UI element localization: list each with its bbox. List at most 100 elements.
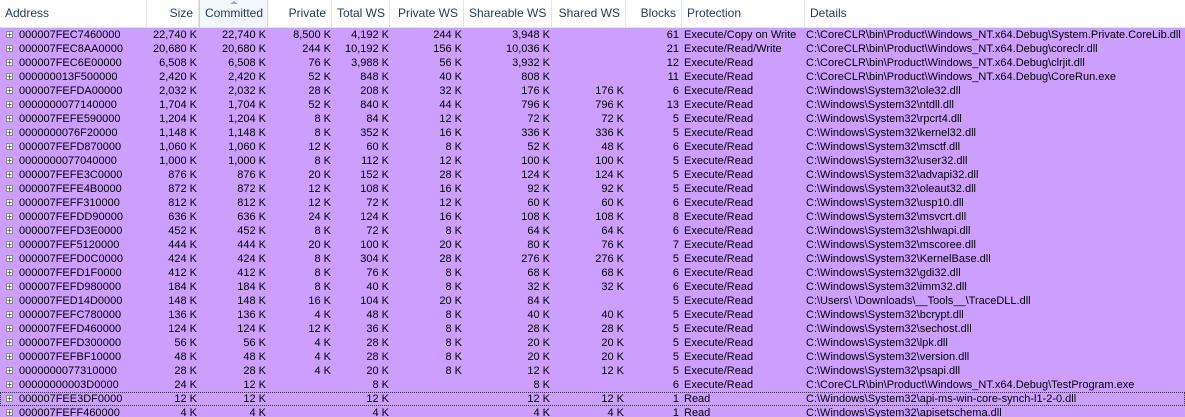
table-row[interactable]: +000007FEFE4B0000 872 K 872 K 12 K 108 K 16 K… [0, 182, 1185, 196]
cell-address: 000007FEFD870000 [19, 141, 122, 153]
expand-row-icon[interactable]: + [6, 184, 13, 193]
cell-private: 8 K [314, 281, 331, 293]
column-header-committed[interactable]: Committed [199, 0, 268, 27]
table-row[interactable]: +000007FEC8AA0000 20,680 K 20,680 K 244 K 10… [0, 42, 1185, 56]
cell-size: 24 K [174, 379, 197, 391]
expand-row-icon[interactable]: + [6, 114, 13, 123]
table-row[interactable]: +000007FEE3DF0000 12 K 12 K 12 K 12 K 12 K 1 Re… [0, 392, 1185, 406]
cell-address: 000007FEFE4B0000 [19, 183, 122, 195]
table-row[interactable]: +000007FEFD980000 184 K 184 K 8 K 40 K 8 K 32 … [0, 280, 1185, 294]
cell-private: 20 K [308, 169, 331, 181]
table-row[interactable]: +000007FEFDD90000 636 K 636 K 24 K 124 K 16 K… [0, 210, 1185, 224]
cell-shareable-ws: 32 K [527, 281, 550, 293]
table-row[interactable]: +000007FEC7460000 22,740 K 22,740 K 8,500 K… [0, 28, 1185, 42]
cell-shared-ws: 60 K [601, 197, 624, 209]
expand-row-icon[interactable]: + [6, 156, 13, 165]
column-header-total-ws[interactable]: Total WS [332, 0, 390, 27]
cell-address: 00000000003D0000 [19, 379, 119, 391]
column-header-private-ws[interactable]: Private WS [390, 0, 464, 27]
table-row[interactable]: +0000000077040000 1,000 K 1,000 K 8 K 112 K 1… [0, 154, 1185, 168]
cell-protection: Execute/Read [684, 127, 754, 139]
expand-row-icon[interactable]: + [6, 408, 13, 417]
table-row[interactable]: +000007FEFE3C0000 876 K 876 K 20 K 152 K 28 K… [0, 168, 1185, 182]
cell-address: 000007FEFD460000 [19, 323, 122, 335]
expand-row-icon[interactable]: + [6, 86, 13, 95]
table-row[interactable]: +000007FEF5120000 444 K 444 K 20 K 100 K 20 K… [0, 238, 1185, 252]
expand-row-icon[interactable]: + [6, 198, 13, 207]
expand-row-icon[interactable]: + [6, 58, 13, 67]
cell-blocks: 5 [672, 309, 679, 321]
cell-private-ws [390, 392, 462, 406]
expand-row-icon[interactable]: + [6, 226, 13, 235]
cell-committed: 1,148 K [228, 127, 266, 139]
table-row[interactable]: +0000000077310000 28 K 28 K 4 K 20 K 8 K 12 K 1… [0, 364, 1185, 378]
cell-shareable-ws: 92 K [527, 183, 550, 195]
expand-row-icon[interactable]: + [6, 296, 13, 305]
table-row[interactable]: +000007FEFD1F0000 412 K 412 K 8 K 76 K 8 K 68 … [0, 266, 1185, 280]
cell-blocks: 5 [672, 155, 679, 167]
column-header-shareable-ws[interactable]: Shareable WS [464, 0, 552, 27]
expand-row-icon[interactable]: + [6, 142, 13, 151]
table-row[interactable]: +000007FEFD870000 1,060 K 1,060 K 12 K 60 K 8… [0, 140, 1185, 154]
column-header-private[interactable]: Private [268, 0, 332, 27]
expand-row-icon[interactable]: + [6, 212, 13, 221]
table-row[interactable]: +000000013F500000 2,420 K 2,420 K 52 K 848 K… [0, 70, 1185, 84]
expand-row-icon[interactable]: + [6, 128, 13, 137]
cell-private: 4 K [314, 351, 331, 363]
expand-row-icon[interactable]: + [6, 44, 13, 53]
expand-row-icon[interactable]: + [6, 282, 13, 291]
table-row[interactable]: +000007FEFDA00000 2,032 K 2,032 K 28 K 208 K… [0, 84, 1185, 98]
cell-shared-ws: 108 K [595, 211, 624, 223]
column-header-size[interactable]: Size [147, 0, 199, 27]
cell-shareable-ws: 64 K [527, 225, 550, 237]
expand-row-icon[interactable]: + [6, 324, 13, 333]
expand-row-icon[interactable]: + [6, 394, 13, 403]
expand-row-icon[interactable]: + [6, 100, 13, 109]
column-header-blocks[interactable]: Blocks [626, 0, 682, 27]
table-row[interactable]: +000007FEFF460000 4 K 4 K 4 K 4 K 4 K 1 Read C:\… [0, 406, 1185, 417]
expand-row-icon[interactable]: + [6, 310, 13, 319]
column-header-address[interactable]: Address [0, 0, 147, 27]
table-row[interactable]: +000007FEFD460000 124 K 124 K 12 K 36 K 8 K 28… [0, 322, 1185, 336]
table-row[interactable]: +000007FED14D0000 148 K 148 K 16 K 104 K 20 K… [0, 294, 1185, 308]
expand-row-icon[interactable]: + [6, 366, 13, 375]
table-row[interactable]: +00000000003D0000 24 K 12 K 8 K 8 K 6 Execute/… [0, 378, 1185, 392]
table-row[interactable]: +000007FEFD3E0000 452 K 452 K 8 K 72 K 8 K 64 … [0, 224, 1185, 238]
expand-row-icon[interactable]: + [6, 254, 13, 263]
cell-blocks: 5 [672, 365, 679, 377]
table-row[interactable]: +000007FEFF310000 812 K 812 K 12 K 72 K 12 K 6… [0, 196, 1185, 210]
cell-total-ws: 3,988 K [351, 57, 389, 69]
cell-address: 000007FEFC780000 [19, 309, 122, 321]
cell-details: C:\Windows\System32\ntdll.dll [806, 99, 954, 111]
table-row[interactable]: +000007FEFD0C0000 424 K 424 K 8 K 304 K 28 K 2… [0, 252, 1185, 266]
cell-blocks: 1 [672, 393, 679, 405]
table-row[interactable]: +000007FEFD300000 56 K 56 K 4 K 28 K 8 K 20 K 2… [0, 336, 1185, 350]
expand-row-icon[interactable]: + [6, 170, 13, 179]
cell-details: C:\Windows\System32\sechost.dll [806, 323, 972, 335]
cell-size: 2,032 K [159, 85, 197, 97]
expand-row-icon[interactable]: + [6, 380, 13, 389]
expand-row-icon[interactable]: + [6, 30, 13, 39]
expand-row-icon[interactable]: + [6, 338, 13, 347]
table-row[interactable]: +000007FEFE590000 1,204 K 1,204 K 8 K 84 K 12… [0, 112, 1185, 126]
cell-blocks: 6 [672, 281, 679, 293]
column-header-shared-ws[interactable]: Shared WS [552, 0, 626, 27]
cell-total-ws: 48 K [366, 309, 389, 321]
expand-row-icon[interactable]: + [6, 240, 13, 249]
expand-row-icon[interactable]: + [6, 268, 13, 277]
table-row[interactable]: +000007FEFC780000 136 K 136 K 4 K 48 K 8 K 40 … [0, 308, 1185, 322]
cell-shared-ws: 32 K [601, 281, 624, 293]
cell-private-ws: 8 K [445, 309, 462, 321]
column-header-details[interactable]: Details [810, 6, 847, 20]
table-row[interactable]: +000007FEC6E00000 6,508 K 6,508 K 76 K 3,988… [0, 56, 1185, 70]
expand-row-icon[interactable]: + [6, 72, 13, 81]
cell-total-ws: 304 K [360, 253, 389, 265]
table-row[interactable]: +000007FEFBF10000 48 K 48 K 4 K 28 K 8 K 20 K 2… [0, 350, 1185, 364]
cell-size: 22,740 K [152, 29, 197, 41]
cell-details: C:\Windows\System32\rpcrt4.dll [806, 113, 962, 125]
table-row[interactable]: +0000000077140000 1,704 K 1,704 K 52 K 840 K… [0, 98, 1185, 112]
column-header-protection[interactable]: Protection [682, 0, 805, 27]
table-row[interactable]: +0000000076F20000 1,148 K 1,148 K 8 K 352 K 1… [0, 126, 1185, 140]
cell-committed: 1,000 K [228, 155, 266, 167]
expand-row-icon[interactable]: + [6, 352, 13, 361]
